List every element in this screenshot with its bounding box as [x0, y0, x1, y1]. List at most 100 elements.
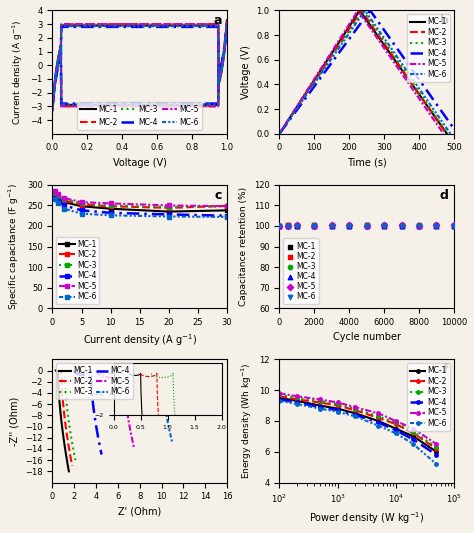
- MC-6: [293, 222, 301, 230]
- X-axis label: Cycle number: Cycle number: [333, 333, 401, 342]
- MC-5: [121, 376, 127, 383]
- MC-5: [415, 221, 423, 230]
- MC-4: [191, 23, 197, 30]
- MC-4: [159, 100, 164, 107]
- MC-3: [294, 394, 300, 401]
- MC-5: [352, 404, 358, 410]
- MC-2: [55, 195, 61, 201]
- MC-2: [398, 221, 405, 229]
- MC-2: [359, 7, 365, 14]
- MC-4: [363, 222, 371, 230]
- MC-4: [88, 377, 94, 383]
- MC-2: [61, 197, 67, 204]
- MC-4: [98, 448, 104, 455]
- MC-6: [380, 222, 388, 230]
- Legend: MC-1, MC-2, MC-3, MC-4, MC-5, MC-6: MC-1, MC-2, MC-3, MC-4, MC-5, MC-6: [56, 363, 133, 399]
- MC-3: [293, 222, 301, 230]
- MC-2: [59, 378, 64, 385]
- MC-6: [363, 221, 371, 230]
- MC-6: [159, 101, 164, 108]
- Line: MC-6: MC-6: [53, 25, 227, 106]
- MC-3: [224, 203, 230, 209]
- MC-2: [433, 221, 440, 230]
- MC-2: [69, 463, 75, 469]
- Line: MC-4: MC-4: [53, 24, 227, 106]
- MC-6: [224, 22, 230, 28]
- MC-3: [166, 204, 172, 211]
- MC-4: [126, 100, 132, 107]
- MC-1: [328, 222, 336, 230]
- MC-5: [53, 188, 58, 194]
- MC-6: [153, 375, 158, 382]
- MC-2: [277, 131, 283, 137]
- MC-1: [276, 222, 283, 230]
- MC-5: [293, 221, 301, 230]
- MC-4: [276, 222, 283, 230]
- MC-6: [362, 7, 368, 14]
- MC-6: [121, 375, 127, 382]
- MC-4: [73, 369, 78, 376]
- MC-1: [410, 433, 416, 440]
- MC-4: [450, 222, 458, 231]
- Line: MC-2: MC-2: [58, 370, 72, 466]
- MC-6: [55, 200, 61, 207]
- MC-6: [61, 206, 67, 212]
- Y-axis label: -Z'' (Ohm): -Z'' (Ohm): [9, 397, 19, 446]
- MC-2: [68, 456, 74, 463]
- MC-2: [375, 415, 381, 421]
- MC-5: [95, 371, 100, 377]
- MC-6: [434, 461, 439, 467]
- MC-6: [328, 222, 336, 230]
- MC-4: [72, 367, 77, 374]
- MC-6: [118, 373, 124, 379]
- Y-axis label: Specific capacitance (F g$^{-1}$): Specific capacitance (F g$^{-1}$): [7, 183, 21, 310]
- MC-6: [79, 211, 84, 217]
- MC-1: [450, 221, 458, 230]
- MC-4: [335, 407, 340, 414]
- MC-5: [191, 21, 197, 27]
- MC-1: [380, 221, 388, 230]
- MC-5: [130, 441, 136, 447]
- MC-1: [53, 368, 59, 374]
- Line: MC-4: MC-4: [53, 196, 229, 218]
- MC-2: [317, 399, 323, 406]
- MC-2: [293, 221, 301, 229]
- MC-2: [277, 393, 283, 400]
- MC-5: [398, 221, 405, 230]
- MC-2: [294, 396, 300, 402]
- MC-1: [120, 102, 126, 108]
- MC-1: [191, 22, 197, 29]
- MC-4: [50, 103, 55, 109]
- MC-6: [352, 413, 358, 419]
- X-axis label: Z' (Ohm): Z' (Ohm): [118, 507, 161, 517]
- MC-4: [398, 222, 405, 231]
- MC-3: [276, 222, 283, 230]
- MC-5: [393, 418, 399, 424]
- MC-1: [65, 464, 71, 471]
- Line: MC-2: MC-2: [278, 394, 438, 450]
- MC-6: [120, 101, 126, 108]
- MC-3: [277, 131, 283, 137]
- Line: MC-4: MC-4: [280, 11, 457, 134]
- MC-4: [367, 7, 373, 14]
- MC-4: [328, 222, 336, 231]
- MC-1: [126, 102, 132, 108]
- MC-2: [224, 203, 230, 209]
- MC-3: [61, 196, 67, 203]
- MC-1: [294, 398, 300, 404]
- MC-2: [352, 407, 358, 414]
- MC-3: [159, 102, 164, 109]
- Line: MC-2: MC-2: [280, 11, 446, 134]
- Line: MC-3: MC-3: [280, 11, 447, 134]
- MC-5: [120, 103, 126, 109]
- MC-3: [277, 392, 283, 398]
- MC-6: [126, 101, 132, 108]
- MC-4: [98, 446, 103, 452]
- MC-6: [170, 440, 175, 447]
- MC-4: [375, 419, 381, 426]
- MC-2: [346, 221, 353, 230]
- MC-1: [61, 199, 67, 205]
- MC-6: [191, 23, 197, 29]
- MC-5: [294, 393, 300, 400]
- MC-1: [79, 203, 84, 209]
